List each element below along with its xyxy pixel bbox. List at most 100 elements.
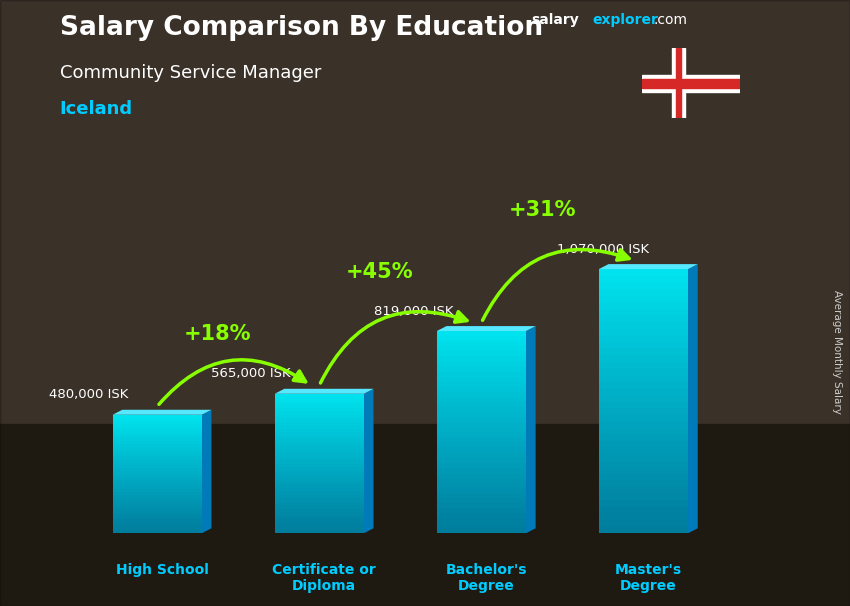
Bar — [599, 375, 688, 381]
Bar — [275, 411, 364, 415]
Text: Average Monthly Salary: Average Monthly Salary — [832, 290, 842, 413]
Bar — [599, 454, 688, 461]
Bar — [437, 341, 526, 346]
Bar — [437, 367, 526, 371]
Bar — [275, 470, 364, 474]
Bar — [437, 427, 526, 432]
Bar — [437, 483, 526, 488]
Bar — [599, 408, 688, 415]
Text: Community Service Manager: Community Service Manager — [60, 64, 320, 82]
Bar — [599, 282, 688, 289]
Bar — [275, 467, 364, 470]
Bar — [676, 48, 681, 118]
Bar — [599, 513, 688, 520]
Bar — [437, 412, 526, 417]
Bar — [599, 388, 688, 395]
Bar — [437, 361, 526, 367]
Bar — [437, 417, 526, 422]
Bar — [112, 436, 201, 439]
Bar — [275, 456, 364, 460]
Bar — [599, 474, 688, 481]
Bar — [112, 527, 201, 530]
Bar — [437, 528, 526, 533]
Bar — [437, 391, 526, 397]
Bar — [112, 444, 201, 447]
Text: +31%: +31% — [508, 200, 575, 220]
Bar — [599, 395, 688, 401]
Bar — [275, 474, 364, 478]
Bar — [437, 518, 526, 523]
Bar — [112, 498, 201, 501]
Bar — [437, 407, 526, 412]
Bar — [275, 512, 364, 516]
Text: 1,070,000 ISK: 1,070,000 ISK — [557, 243, 649, 256]
Bar — [437, 478, 526, 483]
Bar — [599, 507, 688, 513]
Bar — [112, 459, 201, 462]
Bar — [275, 398, 364, 401]
Bar — [599, 447, 688, 454]
Bar — [112, 447, 201, 450]
Bar — [275, 404, 364, 408]
Polygon shape — [364, 389, 373, 533]
Bar — [275, 442, 364, 446]
Bar — [275, 519, 364, 523]
Bar — [599, 296, 688, 302]
Bar — [599, 441, 688, 447]
Bar — [112, 477, 201, 480]
Bar — [437, 336, 526, 341]
Bar — [642, 75, 740, 92]
Bar — [112, 468, 201, 471]
Bar — [112, 465, 201, 468]
Bar — [599, 527, 688, 533]
Text: High School: High School — [116, 564, 208, 578]
Bar — [112, 516, 201, 519]
Bar — [275, 516, 364, 519]
Bar — [599, 276, 688, 282]
Bar — [275, 498, 364, 502]
Bar — [112, 489, 201, 492]
Bar — [437, 453, 526, 458]
Bar — [112, 521, 201, 524]
Bar — [275, 464, 364, 467]
Bar — [112, 483, 201, 486]
Bar — [112, 439, 201, 441]
Bar — [599, 461, 688, 467]
Bar — [599, 302, 688, 308]
Bar — [275, 446, 364, 450]
Bar — [112, 494, 201, 498]
Bar — [672, 48, 685, 118]
Bar — [437, 493, 526, 498]
Bar — [437, 397, 526, 402]
Bar — [599, 362, 688, 368]
Bar — [437, 331, 526, 336]
Bar — [437, 513, 526, 518]
Bar — [112, 433, 201, 436]
Polygon shape — [201, 410, 212, 533]
Bar — [599, 335, 688, 342]
Bar — [599, 381, 688, 388]
Bar — [112, 456, 201, 459]
Bar — [275, 394, 364, 398]
Bar — [599, 415, 688, 421]
Bar — [599, 435, 688, 441]
Text: +18%: +18% — [184, 324, 252, 344]
Bar — [599, 342, 688, 348]
Bar — [275, 453, 364, 456]
Bar — [437, 508, 526, 513]
Text: explorer: explorer — [592, 13, 658, 27]
Bar — [642, 79, 740, 88]
Bar — [112, 441, 201, 444]
Polygon shape — [526, 326, 536, 533]
Bar — [112, 462, 201, 465]
Bar — [437, 376, 526, 382]
Bar — [112, 421, 201, 424]
Bar — [599, 328, 688, 335]
Bar — [112, 501, 201, 504]
Text: Iceland: Iceland — [60, 100, 133, 118]
Bar — [437, 523, 526, 528]
Bar — [437, 468, 526, 473]
Bar — [599, 355, 688, 362]
Bar — [437, 498, 526, 503]
Bar — [112, 486, 201, 489]
